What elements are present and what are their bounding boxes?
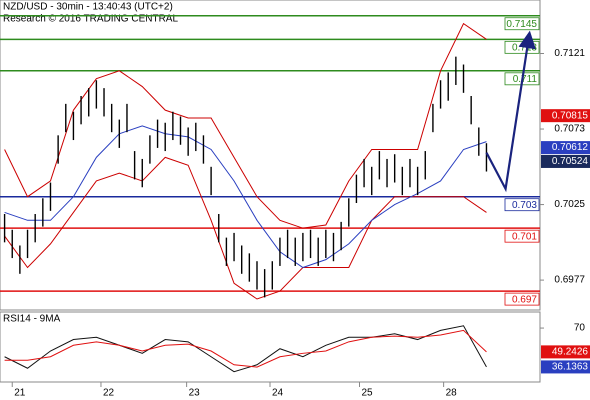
- level-label-box: [504, 17, 540, 31]
- x-tick-label: 21: [14, 388, 26, 399]
- rsi-line: [4, 329, 487, 368]
- x-tick-label: 25: [361, 388, 373, 399]
- rsi-y-tick-label: 70: [574, 323, 586, 334]
- chart-title: NZD/USD - 30min - 13:40:43 (UTC+2): [3, 2, 173, 13]
- level-label-box: [504, 198, 540, 212]
- x-tick-label: 22: [103, 388, 115, 399]
- x-tick-label: 24: [272, 388, 284, 399]
- rsi-panel: [0, 311, 541, 383]
- price-tag: 0.70612: [552, 142, 589, 153]
- x-tick-label: 23: [189, 388, 201, 399]
- level-label-box: [504, 292, 540, 306]
- x-tick-label: 28: [446, 388, 458, 399]
- band-line: [4, 125, 487, 269]
- level-label-box: [504, 229, 540, 243]
- band-line: [4, 156, 487, 300]
- price-tag-box: [541, 141, 590, 155]
- level-label: 0.703: [512, 200, 537, 211]
- level-label: 0.697: [512, 294, 537, 305]
- price-tag: 0.70524: [552, 156, 589, 167]
- y-tick-label: 0.7073: [554, 124, 585, 135]
- projection-arrow: [485, 30, 536, 193]
- rsi-tag: 36.1363: [552, 362, 589, 373]
- rsi-tag: 49.2426: [552, 347, 589, 358]
- band-line: [4, 22, 487, 229]
- price-tag: 0.70815: [552, 110, 589, 121]
- price-tag-box: [541, 109, 590, 123]
- chart-subtitle: Research © 2016 TRADING CENTRAL: [3, 14, 178, 25]
- rsi-tag-box: [541, 345, 590, 359]
- level-label: 0.701: [512, 231, 537, 242]
- y-tick-label: 0.7121: [554, 48, 585, 59]
- y-tick-label: 0.6977: [554, 275, 585, 286]
- level-label: 0.713: [512, 42, 537, 53]
- level-label: 0.711: [513, 74, 538, 85]
- y-tick-label: 0.7025: [554, 199, 585, 210]
- rsi-title: RSI14 - 9MA: [3, 314, 61, 325]
- level-label: 0.7145: [506, 19, 537, 30]
- price-tag-box: [541, 154, 590, 168]
- rsi-tag-box: [541, 360, 590, 374]
